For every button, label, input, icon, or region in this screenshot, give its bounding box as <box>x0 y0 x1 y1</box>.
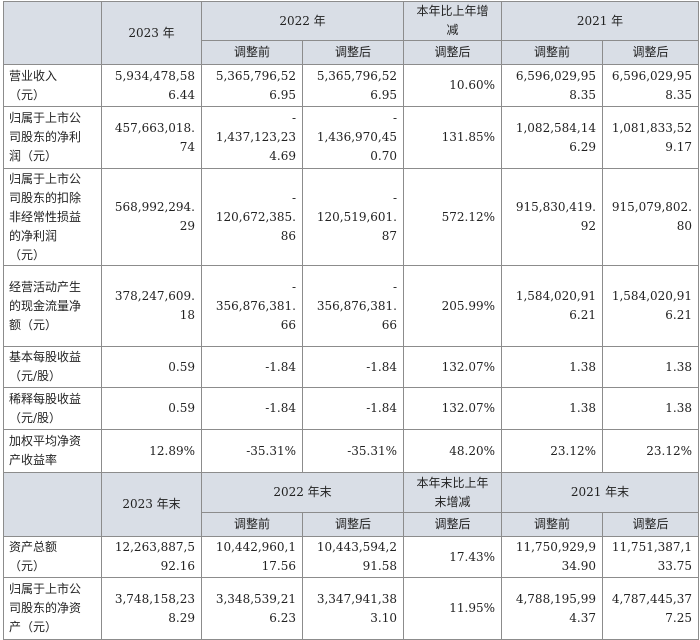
cell-2022-before: - 120,672,385. 86 <box>201 168 303 266</box>
cell-2021-before: 11,750,929,9 34.90 <box>501 536 603 578</box>
cell-2021-after: 1.38 <box>602 346 699 388</box>
header-2021-before: 调整前 <box>501 40 603 65</box>
row-label: 归属于上市公 司股东的净资 产（元） <box>3 577 102 640</box>
cell-2023: 12,263,887,5 92.16 <box>101 536 202 578</box>
cell-2023: 12.89% <box>101 429 202 473</box>
header-2022-before: 调整前 <box>201 40 303 65</box>
header2-2021-after: 调整后 <box>602 512 699 537</box>
cell-2022-before: - 356,876,381. 66 <box>201 265 303 347</box>
cell-2022-after: - 120,519,601. 87 <box>302 168 404 266</box>
header2-2021: 2021 年末 <box>501 472 699 513</box>
row-label: 稀释每股收益 （元/股） <box>3 387 102 430</box>
cell-2021-after: 4,787,445,37 7.25 <box>602 577 699 640</box>
cell-2021-after: 1,584,020,91 6.21 <box>602 265 699 347</box>
cell-2021-after: 11,751,387,1 33.75 <box>602 536 699 578</box>
cell-2021-after: 6,596,029,95 8.35 <box>602 64 699 107</box>
table-row: 基本每股收益 （元/股） 0.59 -1.84 -1.84 132.07% 1.… <box>3 346 699 388</box>
table-row: 归属于上市公 司股东的扣除 非经常性损益 的净利润 （元） 568,992,29… <box>3 168 699 266</box>
table-row: 稀释每股收益 （元/股） 0.59 -1.84 -1.84 132.07% 1.… <box>3 387 699 430</box>
cell-2021-after: 23.12% <box>602 429 699 473</box>
cell-2022-after: 5,365,796,52 6.95 <box>302 64 404 107</box>
header-corner <box>3 1 102 65</box>
header2-2022-before: 调整前 <box>201 512 303 537</box>
row-label: 资产总额 （元） <box>3 536 102 578</box>
cell-2021-after: 915,079,802. 80 <box>602 168 699 266</box>
table-row: 归属于上市公 司股东的净利 润（元） 457,663,018. 74 - 1,4… <box>3 106 699 169</box>
cell-2021-after: 1,081,833,52 9.17 <box>602 106 699 169</box>
table-row: 营业收入 （元） 5,934,478,58 6.44 5,365,796,52 … <box>3 64 699 107</box>
cell-2023: 378,247,609. 18 <box>101 265 202 347</box>
cell-2022-before: - 1,437,123,23 4.69 <box>201 106 303 169</box>
table-row: 加权平均净资 产收益率 12.89% -35.31% -35.31% 48.20… <box>3 429 699 473</box>
cell-2022-after: -35.31% <box>302 429 404 473</box>
cell-2022-after: - 356,876,381. 66 <box>302 265 404 347</box>
header-change-after: 调整后 <box>403 40 502 65</box>
row-label: 经营活动产生 的现金流量净 额（元） <box>3 265 102 347</box>
cell-change: 572.12% <box>403 168 502 266</box>
table-row: 经营活动产生 的现金流量净 额（元） 378,247,609. 18 - 356… <box>3 265 699 347</box>
table-row: 资产总额 （元） 12,263,887,5 92.16 10,442,960,1… <box>3 536 699 578</box>
cell-2022-after: 3,347,941,38 3.10 <box>302 577 404 640</box>
cell-2022-after: -1.84 <box>302 346 404 388</box>
cell-2023: 457,663,018. 74 <box>101 106 202 169</box>
cell-2021-before: 4,788,195,99 4.37 <box>501 577 603 640</box>
cell-2023: 5,934,478,58 6.44 <box>101 64 202 107</box>
header-2021-after: 调整后 <box>602 40 699 65</box>
cell-2022-before: 5,365,796,52 6.95 <box>201 64 303 107</box>
table-row: 归属于上市公 司股东的净资 产（元） 3,748,158,23 8.29 3,3… <box>3 577 699 640</box>
header2-2022-after: 调整后 <box>302 512 404 537</box>
cell-change: 48.20% <box>403 429 502 473</box>
cell-2022-before: 3,348,539,21 6.23 <box>201 577 303 640</box>
header2-change-after: 调整后 <box>403 512 502 537</box>
cell-change: 131.85% <box>403 106 502 169</box>
cell-change: 11.95% <box>403 577 502 640</box>
row-label: 归属于上市公 司股东的扣除 非经常性损益 的净利润 （元） <box>3 168 102 266</box>
cell-2023: 3,748,158,23 8.29 <box>101 577 202 640</box>
cell-2022-before: -1.84 <box>201 387 303 430</box>
row-label: 加权平均净资 产收益率 <box>3 429 102 473</box>
header-2022-after: 调整后 <box>302 40 404 65</box>
cell-change: 10.60% <box>403 64 502 107</box>
cell-2022-before: -1.84 <box>201 346 303 388</box>
row-label: 归属于上市公 司股东的净利 润（元） <box>3 106 102 169</box>
cell-2021-before: 1,082,584,14 6.29 <box>501 106 603 169</box>
cell-2022-before: 10,442,960,1 17.56 <box>201 536 303 578</box>
cell-2021-before: 6,596,029,95 8.35 <box>501 64 603 107</box>
cell-2021-before: 23.12% <box>501 429 603 473</box>
cell-2022-after: -1.84 <box>302 387 404 430</box>
header2-2021-before: 调整前 <box>501 512 603 537</box>
cell-2021-after: 1.38 <box>602 387 699 430</box>
cell-2023: 0.59 <box>101 387 202 430</box>
cell-2021-before: 1,584,020,91 6.21 <box>501 265 603 347</box>
header2-2023: 2023 年末 <box>101 472 202 537</box>
cell-2021-before: 1.38 <box>501 387 603 430</box>
cell-2021-before: 1.38 <box>501 346 603 388</box>
row-label: 基本每股收益 （元/股） <box>3 346 102 388</box>
header-2023: 2023 年 <box>101 1 202 65</box>
cell-2022-before: -35.31% <box>201 429 303 473</box>
header-2022: 2022 年 <box>201 1 404 41</box>
cell-2023: 0.59 <box>101 346 202 388</box>
header-change: 本年比上年增 减 <box>403 1 502 41</box>
header2-2022: 2022 年末 <box>201 472 404 513</box>
cell-change: 132.07% <box>403 387 502 430</box>
cell-change: 132.07% <box>403 346 502 388</box>
header2-corner <box>3 472 102 537</box>
cell-2023: 568,992,294. 29 <box>101 168 202 266</box>
header2-change: 本年末比上年 末增减 <box>403 472 502 513</box>
financial-summary-table: 2023 年 2022 年 本年比上年增 减 2021 年 调整前 调整后 调整… <box>3 1 699 640</box>
cell-2022-after: - 1,436,970,45 0.70 <box>302 106 404 169</box>
cell-2021-before: 915,830,419. 92 <box>501 168 603 266</box>
cell-change: 17.43% <box>403 536 502 578</box>
row-label: 营业收入 （元） <box>3 64 102 107</box>
cell-change: 205.99% <box>403 265 502 347</box>
cell-2022-after: 10,443,594,2 91.58 <box>302 536 404 578</box>
header-2021: 2021 年 <box>501 1 699 41</box>
